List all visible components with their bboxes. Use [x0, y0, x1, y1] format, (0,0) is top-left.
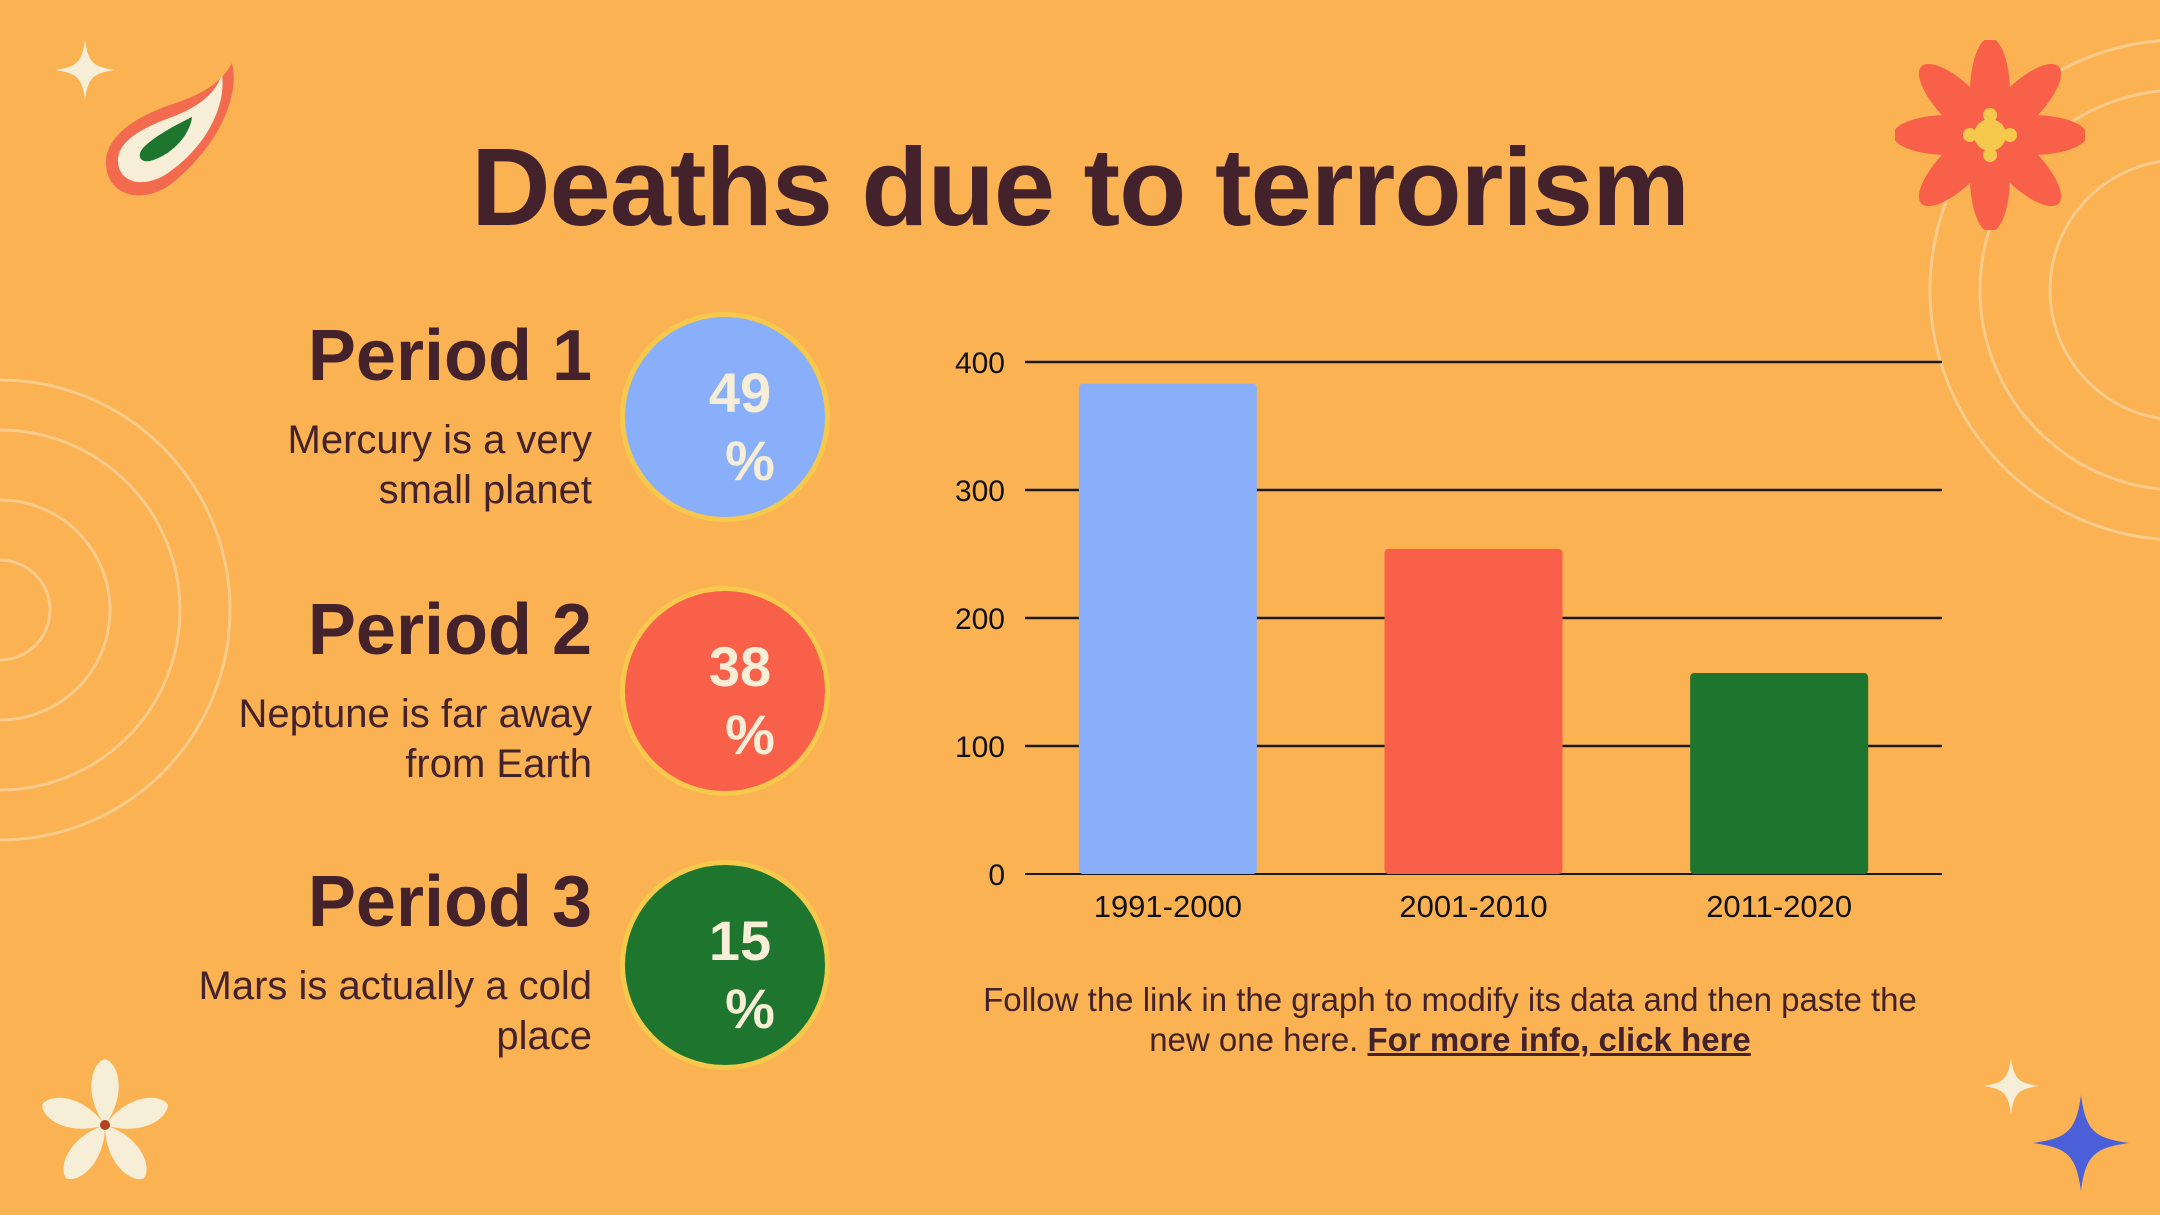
period-3-description: Mars is actually a cold place [198, 964, 592, 1058]
bar-2001-2010 [1384, 548, 1563, 874]
star-icon [2033, 1095, 2129, 1191]
period-3-unit: % [725, 977, 775, 1040]
bar-chart: 0 100 200 300 400 1991-2000 2001-2010 2011-2020 [955, 347, 1942, 924]
period-3-value: 15 [708, 909, 772, 972]
paisley-icon [105, 63, 234, 196]
mandala-right-decoration [1928, 39, 2160, 541]
y-tick-label: 200 [955, 603, 1005, 636]
sparkle-icon [1983, 1058, 2039, 1114]
bar-2011-2020 [1690, 673, 1869, 874]
period-1-value: 49 [708, 361, 772, 424]
bar-1991-2000 [1078, 383, 1257, 874]
period-1-title: Period 1 [307, 316, 592, 396]
more-info-link[interactable]: For more info, click here [1367, 1021, 1751, 1058]
period-2-badge: 38 % [620, 586, 830, 796]
y-tick-label: 100 [955, 731, 1005, 764]
page-title: Deaths due to terrorism [471, 126, 1690, 249]
mandala-left-decoration [0, 378, 232, 842]
period-2-description: Neptune is far away from Earth [238, 692, 592, 786]
y-tick-label: 400 [955, 347, 1005, 380]
flower-icon [42, 1059, 168, 1180]
period-3-badge: 15 % [620, 860, 830, 1070]
y-tick-label: 300 [955, 475, 1005, 508]
flower-icon [1895, 40, 2085, 230]
chart-note: Follow the link in the graph to modify i… [960, 980, 1940, 1060]
y-tick-label: 0 [988, 859, 1005, 892]
period-3-title: Period 3 [307, 862, 592, 942]
x-tick-label: 1991-2000 [1094, 889, 1242, 924]
period-1-badge: 49 % [620, 312, 830, 522]
period-2-unit: % [725, 703, 775, 766]
x-tick-label: 2001-2010 [1399, 889, 1547, 924]
period-1-unit: % [725, 429, 775, 492]
x-tick-label: 2011-2020 [1706, 889, 1852, 924]
sparkle-icon [55, 40, 115, 100]
period-1-description: Mercury is a very small planet [287, 418, 593, 512]
period-2-value: 38 [708, 635, 772, 698]
period-2-title: Period 2 [307, 590, 592, 670]
chart-note-text: Follow the link in the graph to modify i… [983, 981, 1917, 1058]
